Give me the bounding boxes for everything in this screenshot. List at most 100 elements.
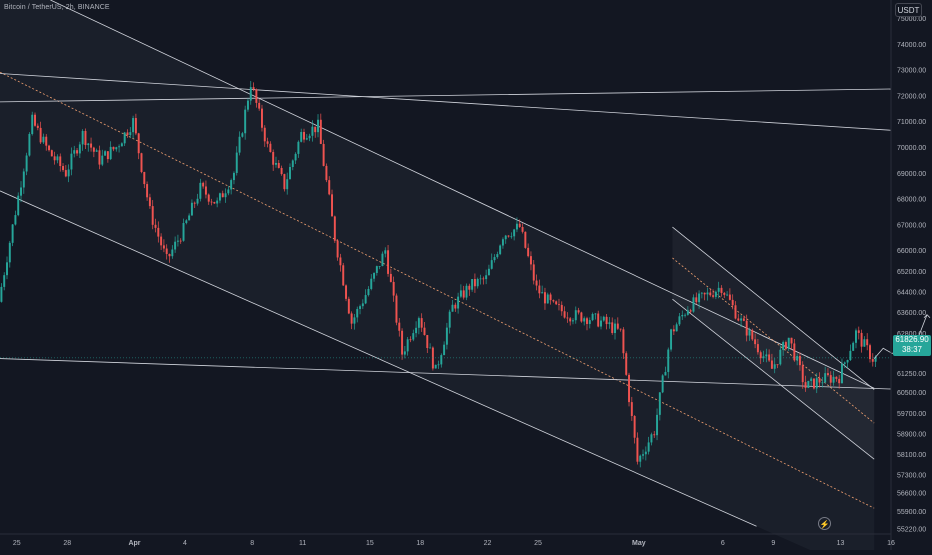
candle-body[interactable]: [255, 89, 258, 103]
candle-body[interactable]: [586, 318, 588, 324]
candle-body[interactable]: [569, 318, 572, 322]
candle-body[interactable]: [126, 132, 129, 136]
candle-body[interactable]: [773, 364, 776, 369]
candle-body[interactable]: [661, 375, 664, 393]
candle-body[interactable]: [280, 167, 283, 175]
candle-body[interactable]: [566, 317, 569, 319]
candle-body[interactable]: [818, 378, 821, 383]
candle-body[interactable]: [835, 376, 838, 379]
candle-body[interactable]: [336, 240, 339, 258]
candle-body[interactable]: [583, 318, 586, 322]
candle-body[interactable]: [260, 108, 263, 128]
candle-body[interactable]: [179, 240, 182, 242]
candle-body[interactable]: [577, 310, 580, 313]
candle-body[interactable]: [297, 141, 300, 154]
candle-body[interactable]: [728, 294, 731, 300]
candle-body[interactable]: [78, 144, 81, 154]
candle-body[interactable]: [176, 240, 179, 242]
candle-body[interactable]: [605, 316, 608, 325]
candle-body[interactable]: [625, 353, 628, 375]
candle-body[interactable]: [165, 248, 168, 254]
candle-body[interactable]: [543, 292, 546, 304]
candle-body[interactable]: [807, 380, 810, 388]
channel-lower-line[interactable]: [0, 190, 757, 527]
candle-body[interactable]: [656, 414, 659, 436]
candle-body[interactable]: [417, 318, 420, 328]
candle-body[interactable]: [401, 330, 404, 355]
candle-body[interactable]: [207, 194, 210, 202]
candle-body[interactable]: [490, 260, 493, 269]
currency-button[interactable]: USDT: [895, 3, 922, 17]
candle-body[interactable]: [768, 354, 771, 361]
candle-body[interactable]: [815, 378, 818, 389]
candle-body[interactable]: [28, 133, 31, 156]
candle-body[interactable]: [294, 153, 297, 161]
candle-body[interactable]: [98, 150, 101, 165]
candle-body[interactable]: [434, 364, 437, 369]
candle-body[interactable]: [681, 315, 684, 317]
candle-body[interactable]: [275, 162, 277, 165]
candle-body[interactable]: [630, 402, 633, 416]
candle-body[interactable]: [765, 354, 768, 357]
candle-body[interactable]: [146, 184, 149, 198]
candle-body[interactable]: [345, 285, 348, 299]
candle-body[interactable]: [218, 193, 221, 201]
channel-upper-line[interactable]: [50, 0, 875, 389]
candle-body[interactable]: [555, 301, 558, 305]
candle-body[interactable]: [762, 356, 765, 359]
candle-body[interactable]: [647, 442, 650, 452]
candle-body[interactable]: [670, 329, 673, 350]
candle-body[interactable]: [487, 268, 490, 276]
candle-body[interactable]: [720, 287, 723, 293]
candle-body[interactable]: [84, 130, 87, 146]
candle-body[interactable]: [232, 172, 235, 181]
candle-body[interactable]: [759, 352, 762, 359]
candle-body[interactable]: [31, 114, 34, 134]
candle-body[interactable]: [667, 349, 670, 372]
candle-body[interactable]: [22, 171, 25, 188]
candle-body[interactable]: [801, 365, 804, 383]
candle-body[interactable]: [709, 292, 712, 296]
candle-body[interactable]: [726, 294, 729, 296]
candle-body[interactable]: [675, 324, 678, 332]
candle-body[interactable]: [527, 247, 530, 257]
candle-body[interactable]: [392, 281, 395, 296]
candle-body[interactable]: [76, 150, 79, 154]
candle-body[interactable]: [112, 146, 115, 150]
candle-body[interactable]: [202, 182, 205, 187]
candle-body[interactable]: [574, 310, 577, 321]
candle-body[interactable]: [770, 360, 773, 369]
candle-body[interactable]: [14, 215, 17, 225]
candle-body[interactable]: [832, 376, 835, 383]
candle-body[interactable]: [305, 138, 308, 140]
candle-body[interactable]: [698, 293, 701, 303]
candle-body[interactable]: [754, 339, 757, 345]
candle-body[interactable]: [353, 317, 356, 324]
candle-body[interactable]: [812, 378, 815, 389]
candle-body[interactable]: [860, 332, 863, 347]
candle-body[interactable]: [118, 146, 121, 148]
candle-body[interactable]: [507, 235, 510, 237]
candle-body[interactable]: [714, 291, 717, 297]
candle-body[interactable]: [123, 132, 126, 144]
candle-body[interactable]: [143, 171, 146, 185]
drawn-lines[interactable]: [0, 0, 892, 527]
candle-body[interactable]: [499, 245, 502, 255]
candle-body[interactable]: [272, 152, 275, 165]
candle-body[interactable]: [227, 189, 230, 194]
candle-body[interactable]: [364, 295, 367, 304]
candle-body[interactable]: [863, 339, 866, 347]
candle-body[interactable]: [109, 146, 112, 160]
candle-body[interactable]: [524, 231, 527, 248]
candle-body[interactable]: [633, 415, 636, 438]
candle-body[interactable]: [549, 294, 552, 301]
candle-body[interactable]: [639, 455, 642, 462]
candle-body[interactable]: [695, 297, 698, 303]
candle-body[interactable]: [740, 318, 743, 321]
candle-body[interactable]: [283, 174, 286, 190]
candle-body[interactable]: [787, 337, 790, 349]
candle-body[interactable]: [308, 135, 311, 139]
candle-body[interactable]: [510, 236, 513, 238]
candle-body[interactable]: [429, 347, 432, 349]
candle-body[interactable]: [731, 299, 734, 306]
